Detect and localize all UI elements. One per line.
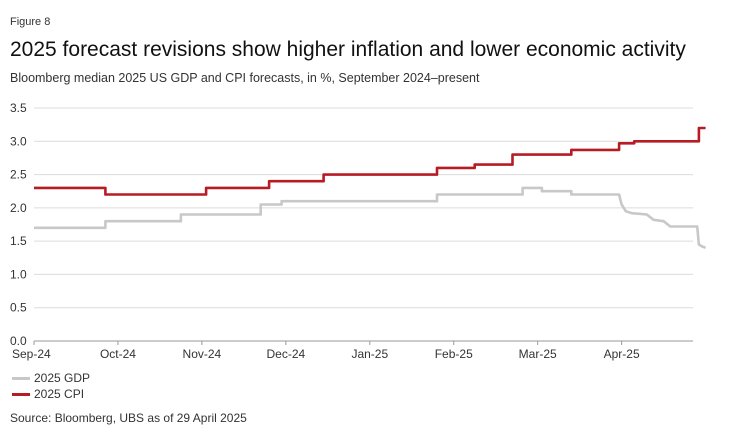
- x-tick-label: Apr-25: [604, 347, 640, 361]
- legend-label-cpi: 2025 CPI: [34, 387, 85, 401]
- x-tick-label: Mar-25: [519, 347, 557, 361]
- series-line-2025-cpi: [34, 126, 706, 196]
- gridlines: [34, 107, 693, 342]
- y-tick-label: 3.5: [10, 101, 27, 115]
- y-tick-label: 0.0: [10, 334, 27, 348]
- x-tick-label: Sep-24: [12, 347, 51, 361]
- chart-subtitle: Bloomberg median 2025 US GDP and CPI for…: [10, 71, 480, 85]
- x-tick-label: Oct-24: [100, 347, 136, 361]
- series-line-2025-gdp: [34, 186, 707, 250]
- x-tick-label: Jan-25: [351, 347, 388, 361]
- y-tick-label: 2.5: [10, 168, 27, 182]
- y-tick-label: 1.0: [10, 267, 27, 281]
- y-tick-label: 0.5: [10, 301, 27, 315]
- legend-label-gdp: 2025 GDP: [34, 371, 91, 385]
- x-tick-label: Nov-24: [183, 347, 222, 361]
- x-axis-ticks: Sep-24 Oct-24 Nov-24 Dec-24 Jan-25 Feb-25 Mar-…: [12, 341, 640, 361]
- legend-item-gdp: 2025 GDP: [12, 370, 90, 386]
- figure-label: Figure 8: [10, 16, 51, 28]
- y-tick-label: 2.0: [10, 201, 27, 215]
- legend-swatch-cpi: [12, 392, 30, 396]
- legend-item-cpi: 2025 CPI: [12, 386, 90, 402]
- y-tick-label: 3.0: [10, 134, 27, 148]
- x-tick-label: Feb-25: [435, 347, 473, 361]
- legend: 2025 GDP 2025 CPI: [12, 370, 90, 402]
- source-note: Source: Bloomberg, UBS as of 29 April 20…: [10, 411, 247, 425]
- y-axis-ticks: 0.0 0.5 1.0 1.5 2.0 2.5 3.0 3.5: [10, 101, 27, 348]
- legend-swatch-gdp: [12, 376, 30, 380]
- x-tick-label: Dec-24: [267, 347, 306, 361]
- chart-title: 2025 forecast revisions show higher infl…: [10, 38, 686, 61]
- y-tick-label: 1.5: [10, 234, 27, 248]
- series-lines: [34, 126, 707, 250]
